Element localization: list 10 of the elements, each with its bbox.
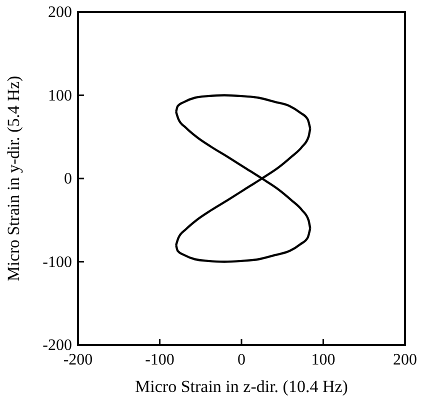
x-axis-title: Micro Strain in z-dir. (10.4 Hz) — [135, 377, 348, 396]
y-axis-title: Micro Strain in y-dir. (5.4 Hz) — [4, 76, 23, 282]
x-tick-label: 200 — [393, 351, 417, 368]
y-tick-label: 200 — [48, 4, 72, 22]
x-tick-label: -100 — [145, 351, 174, 368]
y-tick-label: -100 — [42, 254, 72, 271]
y-tick-label: 100 — [48, 87, 72, 104]
x-tick-label: 100 — [311, 351, 336, 368]
y-tick-label: 0 — [64, 170, 72, 188]
x-tick-label: 0 — [238, 351, 246, 368]
